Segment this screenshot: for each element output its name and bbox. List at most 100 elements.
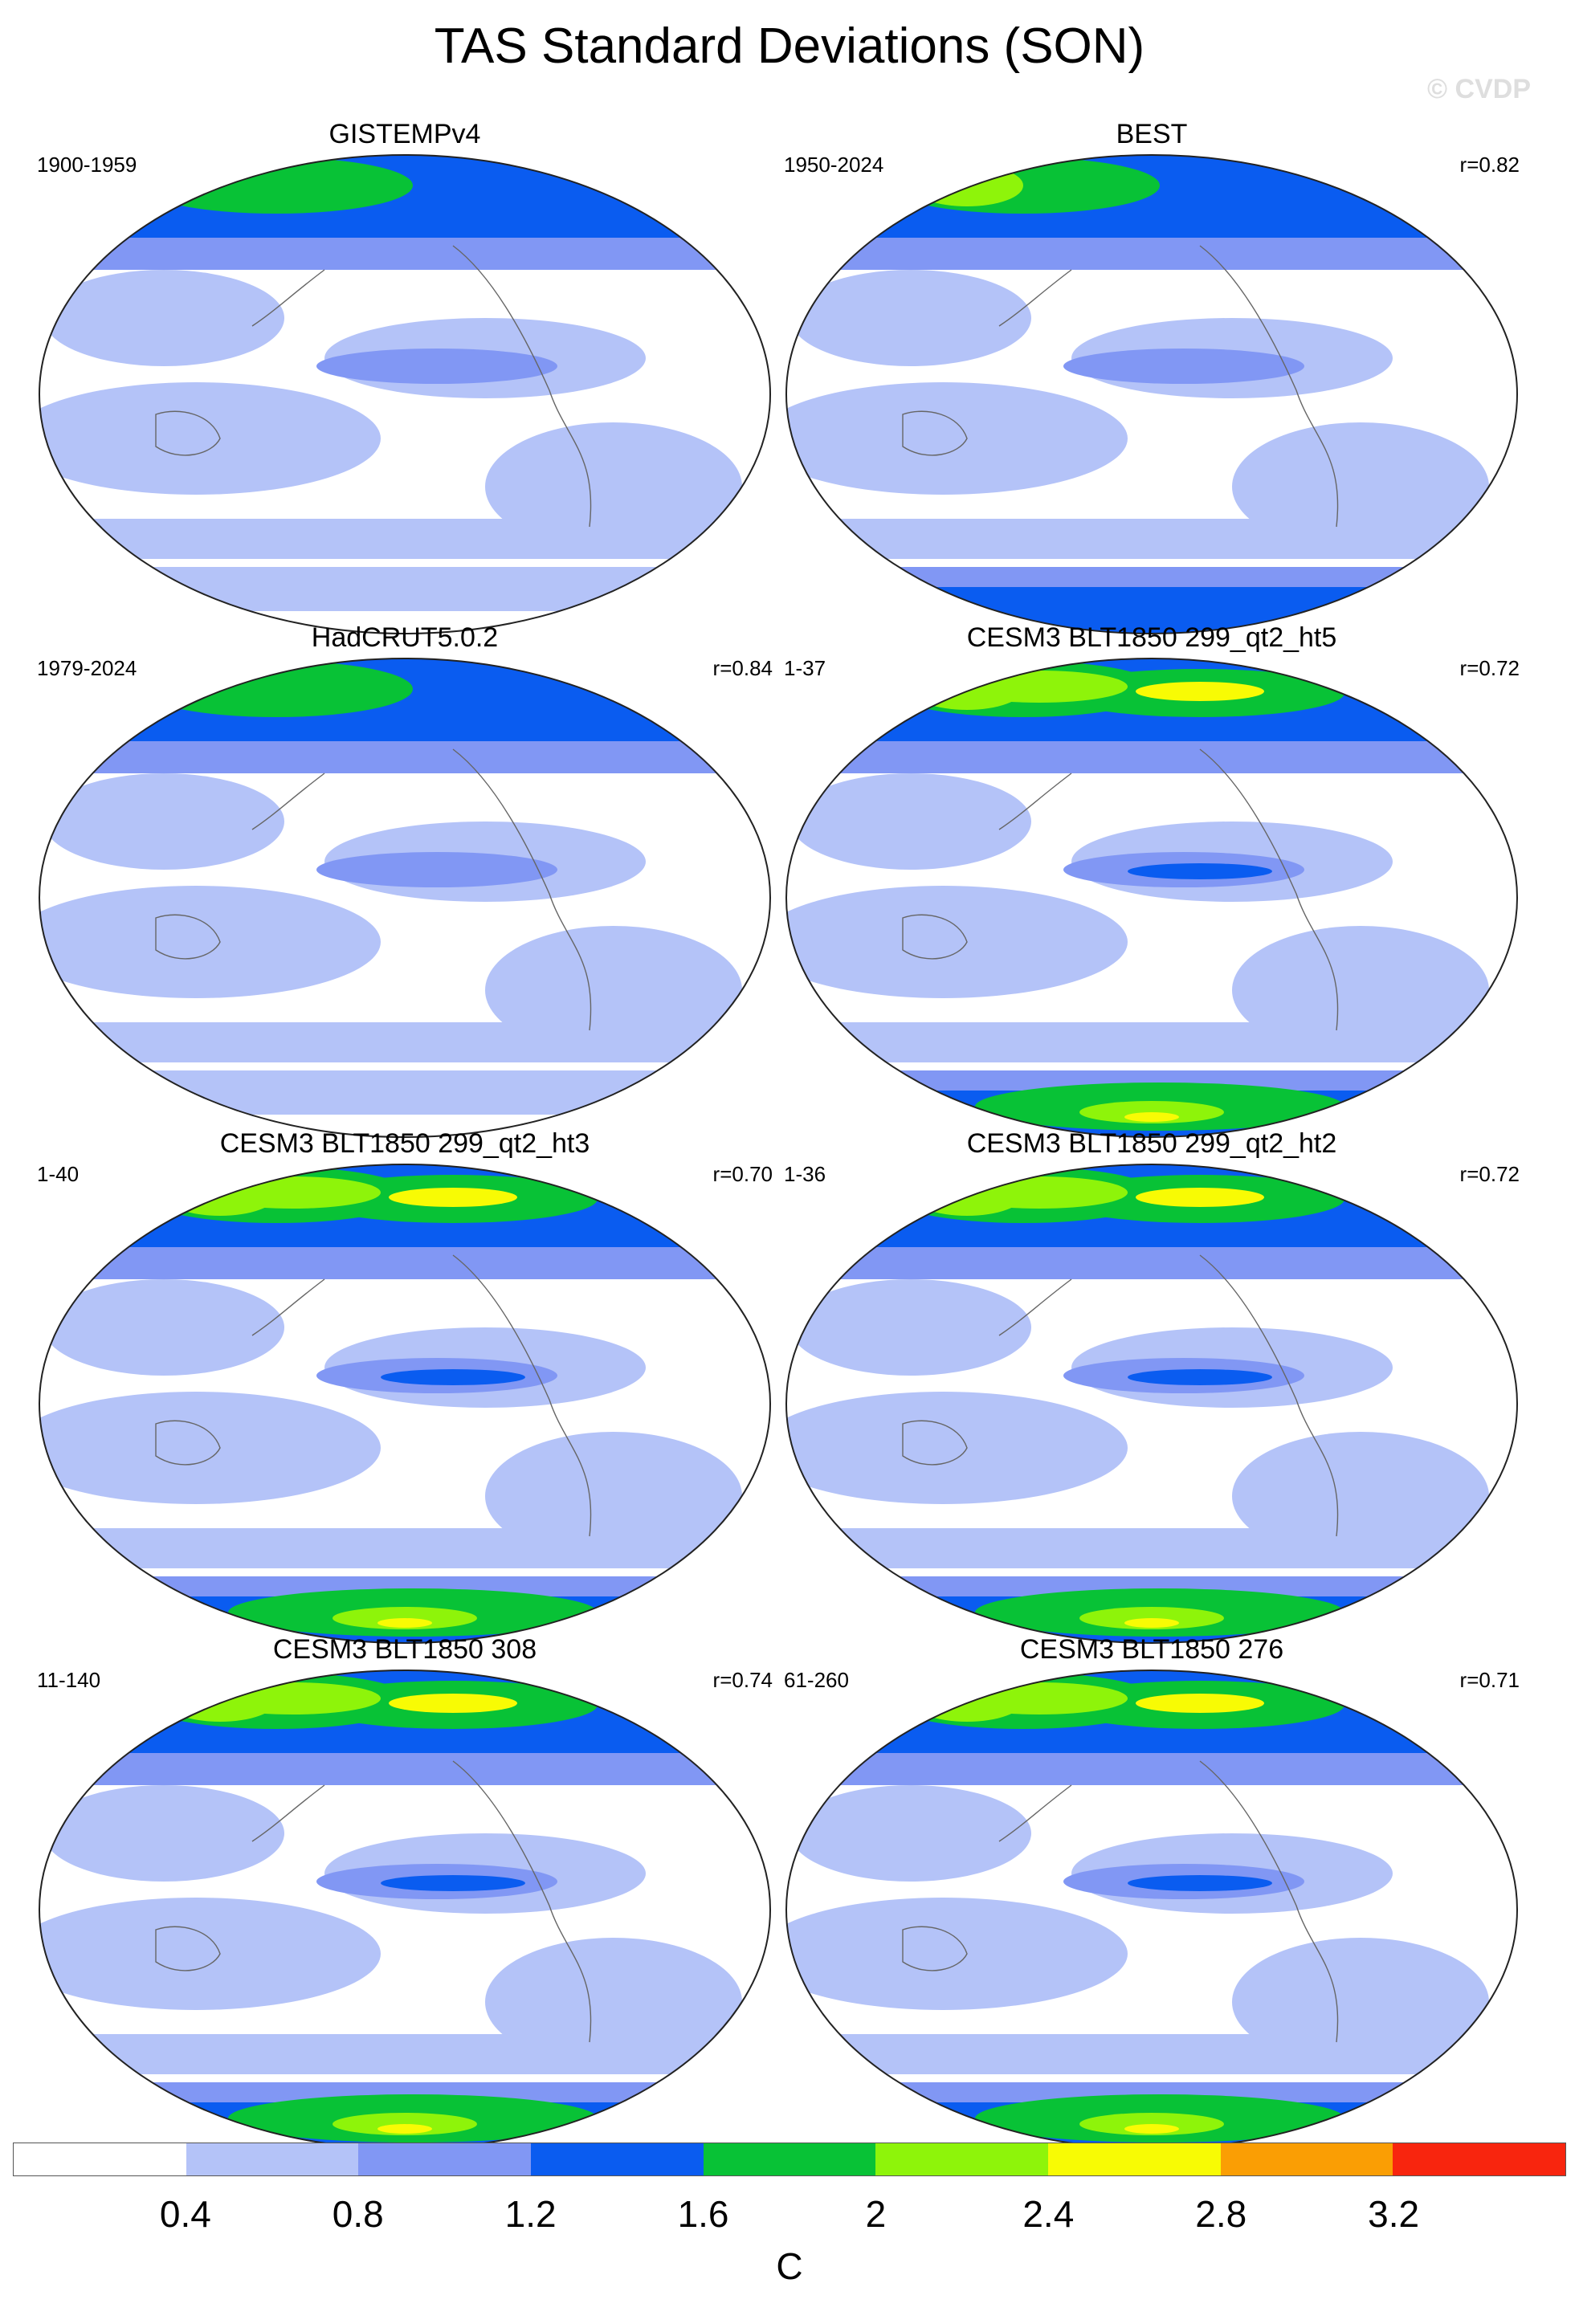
panel-title: BEST bbox=[1116, 119, 1188, 149]
colorbar-box bbox=[1220, 2143, 1393, 2175]
coastline bbox=[251, 1278, 325, 1336]
contour-region bbox=[43, 1785, 284, 1882]
contour-region bbox=[39, 1022, 770, 1062]
contour-region bbox=[790, 773, 1031, 870]
coastline bbox=[452, 1760, 592, 2043]
contour-region bbox=[1136, 682, 1264, 701]
world-map bbox=[785, 1670, 1518, 2150]
contour-region bbox=[1124, 2124, 1179, 2134]
colorbar-box bbox=[14, 2143, 186, 2175]
contour-region bbox=[933, 1682, 953, 1689]
coastline bbox=[902, 1926, 968, 1971]
contour-region bbox=[172, 1175, 220, 1188]
coastline bbox=[251, 1784, 325, 1842]
world-map bbox=[39, 154, 771, 634]
panel-period: 11-140 bbox=[37, 1668, 101, 1692]
panel-period: 1-37 bbox=[784, 656, 826, 680]
contour-region bbox=[1124, 1618, 1179, 1628]
panel-title: GISTEMPv4 bbox=[328, 119, 481, 149]
coastline bbox=[155, 1420, 221, 1466]
colorbar-box bbox=[531, 2143, 704, 2175]
world-map bbox=[39, 1670, 771, 2150]
panel-title: CESM3 BLT1850 308 bbox=[272, 1634, 537, 1665]
colorbar-box bbox=[703, 2143, 876, 2175]
map-panel: CESM3 BLT1850 308 11-140 r=0.74 bbox=[35, 1634, 774, 2150]
coastline bbox=[1199, 1254, 1339, 1537]
colorbar-tick-label: 0.8 bbox=[332, 2193, 384, 2235]
coastline bbox=[452, 245, 592, 528]
panel-period: 1900-1959 bbox=[37, 153, 137, 177]
panel-correlation: r=0.70 bbox=[712, 1162, 773, 1186]
contour-region bbox=[39, 1392, 381, 1504]
contour-region bbox=[786, 2034, 1517, 2074]
contour-region bbox=[377, 1618, 432, 1628]
map-panel: BEST 1950-2024 r=0.82 bbox=[782, 119, 1521, 634]
colorbar-box bbox=[875, 2143, 1049, 2175]
coastline bbox=[155, 914, 221, 960]
contour-region bbox=[39, 1898, 381, 2010]
panel-correlation: r=0.72 bbox=[1459, 656, 1520, 680]
map-panel: HadCRUT5.0.2 1979-2024 r=0.84 bbox=[35, 622, 774, 1138]
contour-region bbox=[1136, 1694, 1264, 1713]
contour-region bbox=[786, 1022, 1517, 1062]
map-panel: CESM3 BLT1850 299_qt2_ht5 1-37 r=0.72 bbox=[782, 622, 1521, 1138]
panel-period: 1979-2024 bbox=[37, 656, 137, 680]
colorbar-box bbox=[186, 2143, 359, 2175]
coastline bbox=[155, 410, 221, 456]
map-panel: GISTEMPv4 1900-1959 bbox=[35, 119, 774, 634]
colorbar-unit: C bbox=[776, 2245, 803, 2287]
colorbar-box bbox=[1393, 2143, 1566, 2175]
contour-region bbox=[316, 349, 557, 384]
map-boundary bbox=[39, 1164, 771, 1644]
contour-region bbox=[911, 165, 1023, 206]
coastline bbox=[998, 1278, 1072, 1336]
contour-region bbox=[43, 1279, 284, 1376]
contour-region bbox=[39, 382, 381, 495]
panel-period: 1-40 bbox=[37, 1162, 80, 1186]
contour-region bbox=[786, 519, 1517, 559]
panel-correlation: r=0.74 bbox=[712, 1668, 773, 1692]
contour-region bbox=[919, 1175, 967, 1188]
panel-title: CESM3 BLT1850 276 bbox=[1019, 1634, 1284, 1665]
panel-period: 1-36 bbox=[784, 1162, 826, 1186]
colorbar-tick-label: 3.2 bbox=[1368, 2193, 1420, 2235]
colorbar-box bbox=[1048, 2143, 1221, 2175]
contour-region bbox=[933, 671, 953, 677]
coastline bbox=[1199, 1760, 1339, 2043]
coastline bbox=[998, 1784, 1072, 1842]
map-boundary bbox=[785, 1164, 1518, 1644]
contour-region bbox=[786, 1898, 1128, 2010]
coastline bbox=[998, 773, 1072, 830]
colorbar-tick-label: 2.8 bbox=[1195, 2193, 1247, 2235]
coastline bbox=[251, 773, 325, 830]
contour-region bbox=[790, 270, 1031, 366]
panel-title: CESM3 BLT1850 299_qt2_ht2 bbox=[966, 1128, 1337, 1159]
contour-region bbox=[786, 886, 1128, 998]
contour-region bbox=[39, 886, 381, 998]
contour-region bbox=[389, 1188, 517, 1207]
colorbar-tick-label: 2 bbox=[865, 2193, 887, 2235]
coastline bbox=[902, 410, 968, 456]
contour-region bbox=[381, 1369, 525, 1385]
coastline bbox=[902, 1420, 968, 1466]
contour-region bbox=[919, 669, 967, 682]
map-panel: CESM3 BLT1850 299_qt2_ht2 1-36 r=0.72 bbox=[782, 1128, 1521, 1644]
contour-region bbox=[790, 1279, 1031, 1376]
map-boundary bbox=[39, 154, 771, 634]
contour-region bbox=[790, 1785, 1031, 1882]
world-map bbox=[785, 658, 1518, 1138]
contour-region bbox=[1128, 1875, 1272, 1891]
contour-region bbox=[933, 1176, 953, 1183]
contour-region bbox=[786, 382, 1128, 495]
contour-region bbox=[786, 1392, 1128, 1504]
coastline bbox=[1199, 245, 1339, 528]
contour-region bbox=[172, 1681, 220, 1694]
panel-correlation: r=0.71 bbox=[1459, 1668, 1520, 1692]
colorbar-tick-label: 0.4 bbox=[159, 2193, 211, 2235]
contour-region bbox=[43, 270, 284, 366]
contour-region bbox=[1128, 863, 1272, 879]
contour-region bbox=[377, 2124, 432, 2134]
world-map bbox=[785, 154, 1518, 634]
map-boundary bbox=[785, 154, 1518, 634]
contour-region bbox=[1124, 1112, 1179, 1122]
